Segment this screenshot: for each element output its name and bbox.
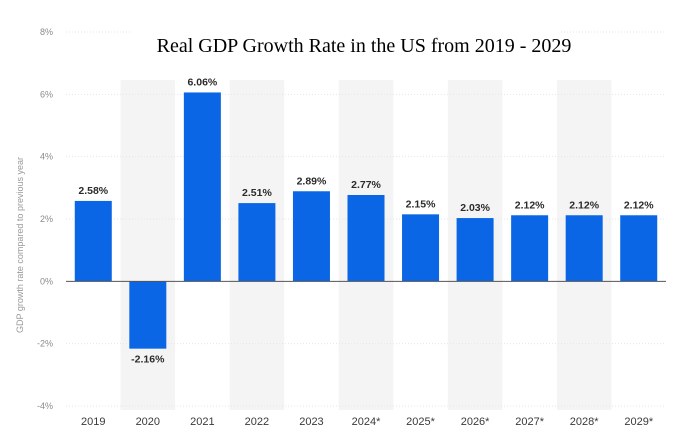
x-tick-label: 2020 bbox=[136, 416, 160, 428]
x-tick-label: 2022 bbox=[245, 416, 269, 428]
y-tick-label: 8% bbox=[40, 27, 53, 37]
data-label: 2.12% bbox=[569, 199, 599, 211]
y-tick-label: -2% bbox=[37, 339, 53, 349]
data-label: 2.58% bbox=[78, 185, 108, 197]
data-label: 2.12% bbox=[624, 199, 654, 211]
title-backdrop bbox=[130, 28, 560, 66]
data-label: 2.77% bbox=[351, 179, 381, 191]
y-tick-label: 0% bbox=[40, 276, 53, 286]
bar[interactable] bbox=[456, 218, 494, 282]
chart-title: Real GDP Growth Rate in the US from 2019… bbox=[157, 35, 572, 57]
bar[interactable] bbox=[292, 191, 330, 282]
y-tick-label: 4% bbox=[40, 152, 53, 162]
x-tick-label: 2023 bbox=[299, 416, 323, 428]
data-label: -2.16% bbox=[131, 354, 165, 366]
x-tick-label: 2019 bbox=[81, 416, 105, 428]
y-axis-label: GDP growth rate compared to previous yea… bbox=[15, 157, 25, 333]
bar[interactable] bbox=[402, 214, 440, 282]
y-axis-ticks: -4% -2% 0% 2% 4% 6% 8% bbox=[37, 27, 53, 411]
x-tick-label: 2024* bbox=[352, 416, 381, 428]
x-tick-label: 2021 bbox=[190, 416, 214, 428]
data-label: 2.12% bbox=[515, 199, 545, 211]
data-label: 2.03% bbox=[460, 202, 490, 214]
column-band bbox=[120, 80, 176, 410]
bar[interactable] bbox=[511, 215, 549, 282]
data-label: 2.89% bbox=[297, 175, 327, 187]
x-tick-label: 2026* bbox=[461, 416, 490, 428]
y-tick-label: -4% bbox=[37, 401, 53, 411]
x-tick-label: 2025* bbox=[406, 416, 435, 428]
data-labels: 2.58% -2.16% 6.06% 2.51% 2.89% 2.77% 2.15% 2.03… bbox=[78, 76, 654, 365]
x-tick-label: 2029* bbox=[624, 416, 653, 428]
data-label: 2.51% bbox=[242, 187, 272, 199]
bar[interactable] bbox=[74, 200, 112, 282]
data-label: 6.06% bbox=[187, 76, 217, 88]
x-axis-ticks: 2019 2020 2021 2022 2023 2024* 2025* 2026* 2027*… bbox=[81, 416, 654, 428]
bar[interactable] bbox=[620, 215, 658, 282]
bar[interactable] bbox=[565, 215, 603, 282]
bar[interactable] bbox=[129, 281, 167, 349]
bar[interactable] bbox=[238, 203, 276, 282]
x-tick-label: 2028* bbox=[570, 416, 599, 428]
y-tick-label: 2% bbox=[40, 214, 53, 224]
bar[interactable] bbox=[347, 195, 385, 282]
bar[interactable] bbox=[183, 92, 221, 282]
data-label: 2.15% bbox=[406, 198, 436, 210]
bars bbox=[74, 92, 658, 349]
y-tick-label: 6% bbox=[40, 89, 53, 99]
x-tick-label: 2027* bbox=[515, 416, 544, 428]
